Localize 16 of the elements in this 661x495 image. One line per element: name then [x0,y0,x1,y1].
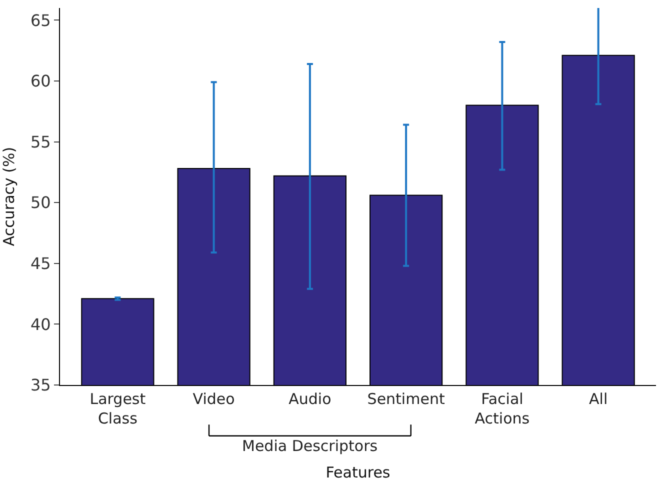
y-tick-label: 55 [30,132,51,152]
y-tick-label: 50 [30,193,51,212]
y-tick-label: 60 [30,72,51,91]
y-tick-label: 45 [30,254,51,273]
x-tick-label: Sentiment [367,390,445,408]
x-tick-label: Facial Actions [474,390,530,428]
y-tick-label: 40 [30,314,51,334]
y-tick-label: 65 [30,10,51,30]
text: Media Descriptors [242,437,378,455]
x-tick-label: Largest Class [90,390,146,428]
x-tick-label: Video [192,390,235,408]
y-axis-title: Accuracy (%) [0,146,18,246]
x-axis-title: Features [326,464,390,482]
x-tick-label: Audio [288,390,332,408]
x-tick-label: All [589,390,608,408]
y-tick-label: 35 [30,376,51,395]
